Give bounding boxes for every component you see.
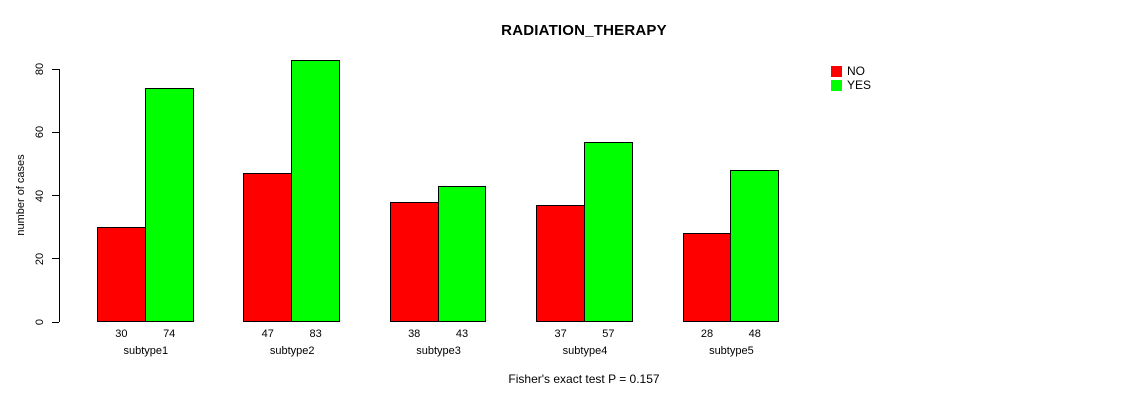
y-axis-tick-label: 40 [34, 189, 46, 202]
bar-no-subtype2 [243, 173, 293, 322]
y-axis-tick-label: 60 [34, 126, 46, 139]
yes-color-swatch [831, 79, 842, 91]
bar-no-subtype5 [682, 233, 732, 322]
bar-value-label: 28 [700, 328, 714, 340]
chart-title: RADIATION_THERAPY [501, 22, 667, 39]
bar-value-label: 74 [163, 328, 176, 340]
y-axis-tick-label: 0 [34, 318, 46, 326]
bar-value-label: 38 [408, 328, 421, 340]
bar-no-subtype3 [389, 201, 439, 322]
bar-yes-subtype3 [437, 186, 487, 322]
y-axis [59, 69, 60, 322]
legend: NO YES [831, 64, 871, 92]
x-axis-category-label: subtype1 [123, 345, 169, 357]
y-axis-tick [52, 321, 59, 323]
x-axis-category-label: subtype4 [562, 345, 608, 357]
x-axis-category-label: subtype2 [269, 345, 315, 357]
x-axis-category-label: subtype3 [416, 345, 461, 357]
bar-no-subtype1 [97, 227, 146, 322]
bar-value-label: 48 [748, 328, 761, 340]
bar-no-subtype4 [536, 204, 585, 322]
y-axis-tick [52, 131, 59, 133]
bar-value-label: 30 [115, 328, 128, 340]
y-axis-tick [52, 195, 59, 196]
legend-item-no: NO [831, 64, 871, 78]
no-color-swatch [831, 65, 842, 77]
y-axis-tick-label: 80 [34, 62, 46, 76]
y-axis-title: number of cases [15, 154, 27, 236]
y-axis-tick-label: 20 [34, 252, 46, 265]
fisher-test-caption: Fisher's exact test P = 0.157 [508, 372, 660, 386]
bar-value-label: 47 [261, 328, 274, 340]
legend-label: NO [847, 64, 865, 78]
bar-yes-subtype4 [584, 141, 633, 322]
legend-label: YES [847, 78, 872, 92]
x-axis-category-label: subtype5 [709, 345, 754, 357]
y-axis-tick [52, 68, 59, 70]
bar-yes-subtype2 [291, 59, 340, 322]
bar-yes-subtype5 [730, 170, 780, 322]
legend-item-yes: YES [831, 78, 871, 92]
y-axis-tick [52, 258, 59, 260]
bar-value-label: 37 [554, 328, 567, 340]
bar-value-label: 57 [602, 328, 615, 340]
bar-value-label: 43 [455, 328, 469, 340]
bar-yes-subtype1 [144, 87, 194, 322]
bar-value-label: 83 [309, 328, 322, 340]
